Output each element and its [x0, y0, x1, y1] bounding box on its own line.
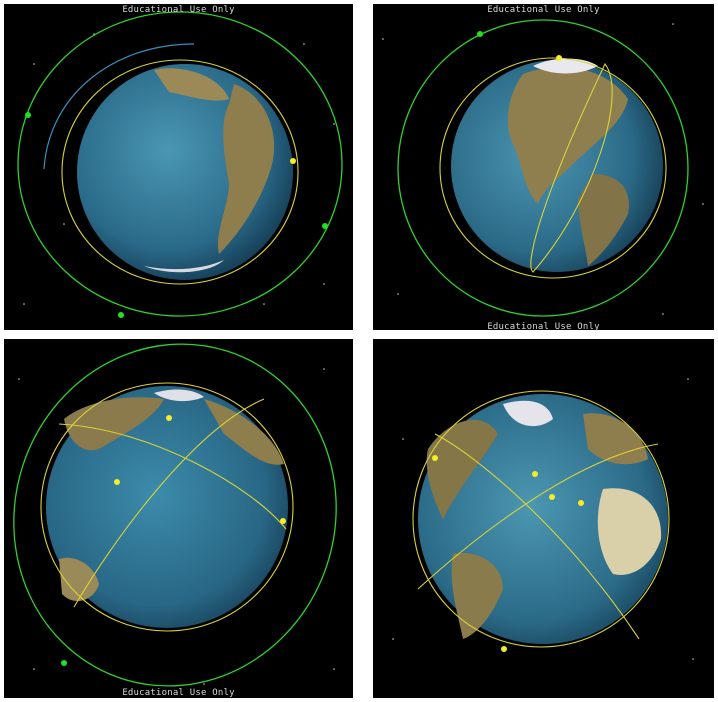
yellow-orbit	[412, 390, 670, 648]
landmass-europe	[583, 413, 648, 465]
arctic-ice	[533, 58, 598, 74]
watermark-caption: Educational Use Only	[122, 5, 235, 15]
satellite-yellow	[532, 471, 538, 477]
satellite-yellow	[166, 415, 172, 421]
satellite-yellow	[432, 455, 438, 461]
orbit-scene-1	[17, 11, 343, 318]
yellow-orbit-inclined	[530, 62, 613, 273]
orbit-scene-3	[13, 343, 337, 687]
satellite-yellow	[290, 158, 296, 164]
satellite-yellow	[114, 479, 120, 485]
yellow-orbit-inclined	[73, 398, 265, 608]
star-field	[23, 33, 335, 305]
orbit-view-panel-3: Educational Use Only	[4, 339, 353, 698]
landmass-south-america	[451, 553, 503, 639]
green-orbit	[13, 343, 337, 687]
orbit-view-panel-1: Educational Use Only	[4, 4, 353, 330]
yellow-orbit	[439, 57, 667, 279]
earth-globe	[46, 386, 288, 628]
arctic-ice	[154, 389, 204, 402]
orbit-view-panel-4: Educational Use Only	[373, 339, 714, 698]
landmass-australia	[59, 557, 99, 602]
greenland-ice	[503, 400, 553, 427]
antarctica	[144, 260, 224, 273]
satellite-yellow	[549, 494, 555, 500]
yellow-orbit	[61, 59, 299, 285]
satellite-yellow	[578, 500, 584, 506]
satellite-green	[25, 112, 31, 118]
satellite-green	[322, 223, 328, 229]
watermark-caption: Educational Use Only	[122, 688, 235, 698]
landmass-south-america	[217, 84, 275, 254]
landmass-africa	[597, 488, 662, 575]
watermark-caption-mid: Educational Use Only	[487, 322, 600, 332]
yellow-orbit	[40, 382, 294, 632]
satellite-yellow	[556, 55, 562, 61]
satellite-yellow	[280, 518, 286, 524]
orbit-scene-2	[382, 19, 704, 317]
landmass-north-america	[204, 399, 284, 465]
satellite-green	[477, 31, 483, 37]
blue-orbit-arc	[43, 43, 195, 170]
star-field	[382, 23, 704, 315]
orbit-scene-4	[392, 378, 694, 660]
green-orbit	[397, 19, 689, 317]
yellow-orbit-inclined	[417, 443, 659, 590]
green-orbit	[17, 11, 343, 317]
satellite-green	[118, 312, 124, 318]
landmass-south-america	[578, 174, 629, 266]
landmass-asia	[64, 397, 164, 451]
landmass-north-america	[507, 67, 628, 204]
star-field	[18, 368, 335, 685]
satellite-green	[61, 660, 67, 666]
watermark-caption: Educational Use Only	[487, 5, 600, 15]
satellite-yellow	[501, 646, 507, 652]
orbit-view-panel-2: Educational Use Only	[373, 4, 714, 330]
yellow-orbit-inclined	[434, 433, 640, 640]
landmass-north-america	[154, 68, 229, 101]
landmass-north-america	[426, 419, 498, 519]
yellow-orbit-inclined	[58, 423, 287, 530]
